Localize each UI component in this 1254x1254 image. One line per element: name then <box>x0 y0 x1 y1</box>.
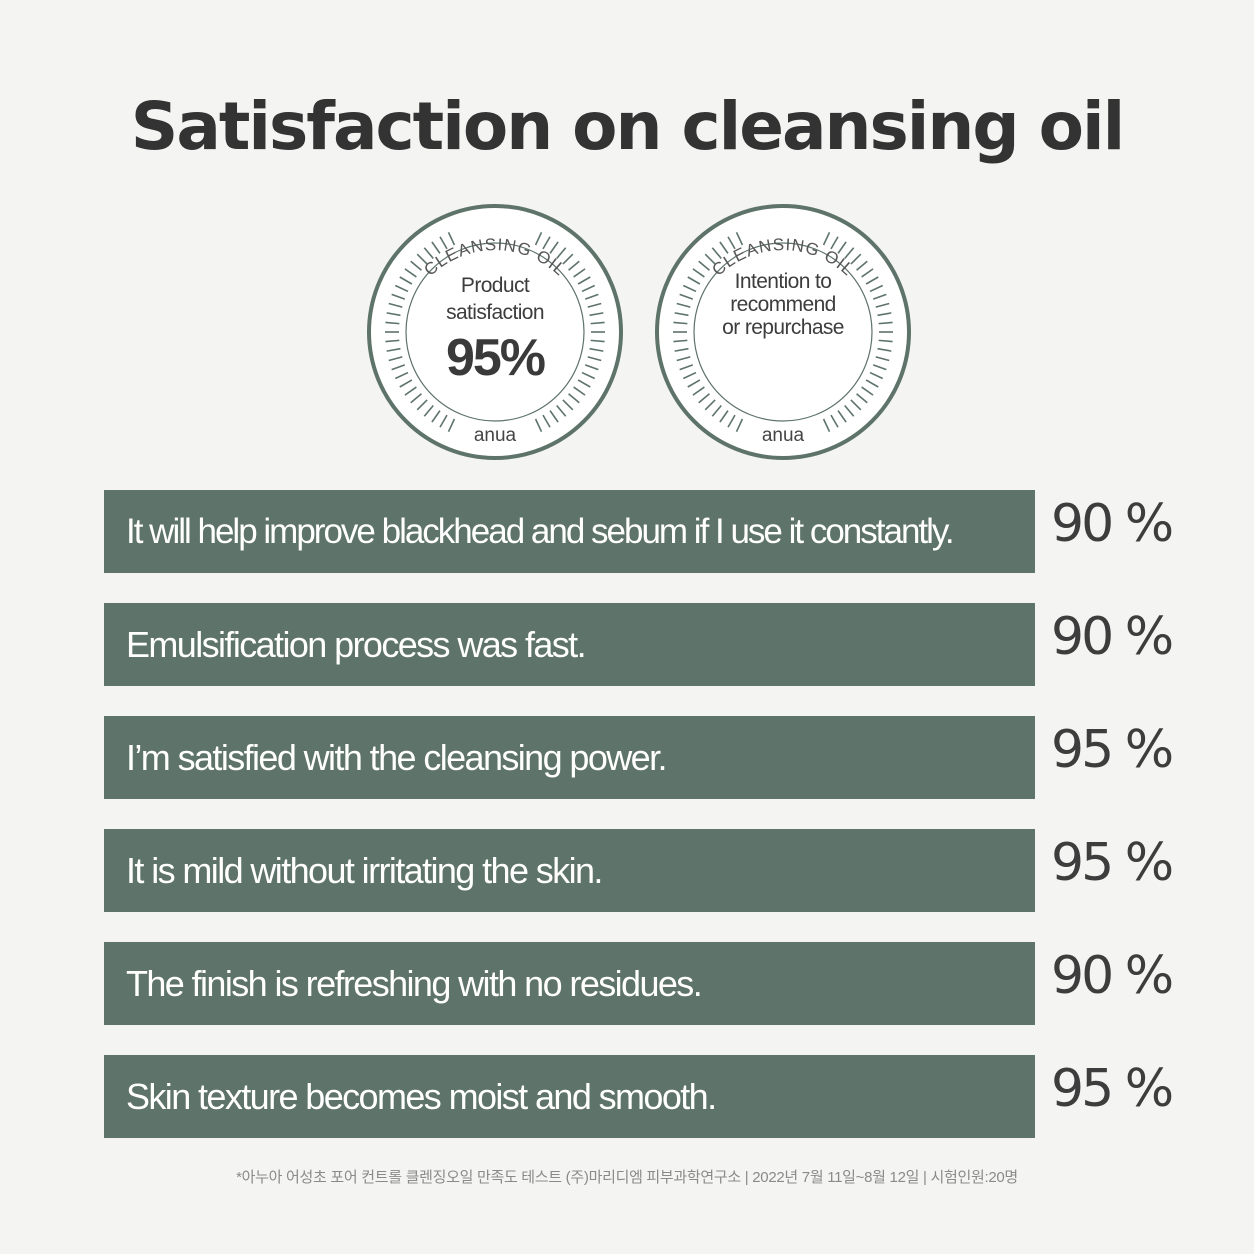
result-statement: I’m satisfied with the cleansing power. <box>104 716 1035 799</box>
result-percent: 90 % <box>1051 607 1174 667</box>
result-row: It will help improve blackhead and sebum… <box>104 490 1174 573</box>
result-percent: 95 % <box>1051 1059 1174 1119</box>
result-row: I’m satisfied with the cleansing power. … <box>104 716 1174 799</box>
result-row: Skin texture becomes moist and smooth. 9… <box>104 1055 1174 1138</box>
result-row: Emulsification process was fast. 90 % <box>104 603 1174 686</box>
badge-seal-icon: CLEANSING OIL <box>367 204 623 460</box>
result-statement: It is mild without irritating the skin. <box>104 829 1035 912</box>
result-percent: 95 % <box>1051 833 1174 893</box>
badge-label-line: Intention to <box>734 270 832 293</box>
badge-value: 95% <box>445 329 546 387</box>
result-statement: Skin texture becomes moist and smooth. <box>104 1055 1035 1138</box>
tick-ring <box>385 231 605 433</box>
result-percent: 90 % <box>1051 494 1174 554</box>
page-title: Satisfaction on cleansing oil <box>130 88 1125 165</box>
brand-logo: anua <box>761 425 805 446</box>
result-row: The finish is refreshing with no residue… <box>104 942 1174 1025</box>
result-statement: It will help improve blackhead and sebum… <box>104 490 1035 573</box>
badge-label-line: or repurchase <box>722 316 844 339</box>
badge-label-line: recommend <box>730 293 836 316</box>
badge-recommend-repurchase: CLEANSING OIL Intention to recommend or … <box>654 203 912 461</box>
result-statement: Emulsification process was fast. <box>104 603 1035 686</box>
result-statement: The finish is refreshing with no residue… <box>104 942 1035 1025</box>
badge-label-line: Product <box>460 274 530 297</box>
footnote: *아누아 어성초 포어 컨트롤 클렌징오일 만족도 테스트 (주)마리디엠 피부… <box>236 1169 1018 1186</box>
result-percent: 90 % <box>1051 946 1174 1006</box>
tick-ring <box>673 231 893 433</box>
badge-seal-icon: CLEANSING OIL <box>655 204 911 460</box>
badge-label-line: satisfaction <box>446 301 544 324</box>
result-row: It is mild without irritating the skin. … <box>104 829 1174 912</box>
result-percent: 95 % <box>1051 720 1174 780</box>
brand-logo: anua <box>473 425 517 446</box>
badge-product-satisfaction: CLEANSING OIL Product satisfaction 95% a… <box>366 203 624 461</box>
